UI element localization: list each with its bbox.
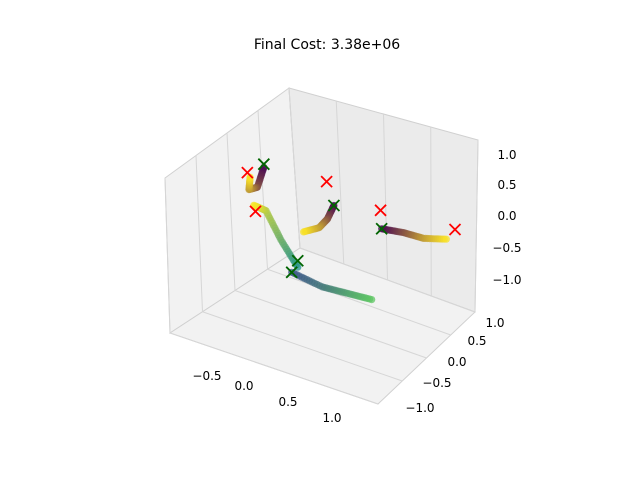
- start-marker: [291, 254, 304, 267]
- grid-line: [226, 132, 236, 291]
- trajectory-point: [442, 235, 450, 243]
- z-tick-label: 1.0: [497, 148, 516, 162]
- trajectory-point: [368, 296, 376, 304]
- chart-title: Final Cost: 3.38e+06: [254, 37, 400, 53]
- scatter-points: [245, 163, 450, 304]
- grid-line: [383, 113, 388, 281]
- grid-line: [474, 139, 479, 313]
- grid-line: [335, 100, 345, 265]
- end-marker: [320, 175, 333, 188]
- grid-line: [169, 332, 379, 405]
- z-tick-label: 0.5: [497, 178, 516, 192]
- z-tick-label: −1.0: [492, 273, 521, 287]
- x-tick-label: −0.5: [192, 369, 221, 383]
- end-marker: [241, 166, 254, 179]
- axis-panes: [164, 87, 479, 405]
- grid-line: [195, 155, 203, 312]
- grid-line: [234, 290, 427, 359]
- start-marker: [327, 199, 341, 212]
- y-tick-label: −0.5: [422, 376, 451, 390]
- start-marker: [285, 266, 298, 279]
- end-marker: [374, 204, 387, 217]
- end-marker: [249, 205, 262, 218]
- start-marker: [257, 158, 270, 171]
- y-tick-label: 0.0: [447, 355, 466, 369]
- grid-line: [288, 87, 301, 249]
- y-tick-label: −1.0: [405, 401, 434, 415]
- grid-line: [430, 126, 432, 297]
- start-marker: [375, 222, 388, 235]
- z-tick-label: −0.5: [492, 241, 521, 255]
- x-tick-label: 0.5: [278, 395, 297, 409]
- y-tick-label: 1.0: [485, 316, 504, 330]
- tick-labels: −0.50.00.51.0−1.0−0.50.00.51.0−1.0−0.50.…: [192, 148, 521, 425]
- start-end-markers: [241, 158, 462, 279]
- trajectory-point: [300, 228, 308, 236]
- grid-lines: [164, 87, 479, 405]
- end-marker: [448, 223, 462, 236]
- grid-line: [299, 247, 476, 313]
- x-tick-label: 0.0: [234, 379, 253, 393]
- x-tick-label: 1.0: [322, 411, 341, 425]
- grid-line: [257, 110, 268, 270]
- grid-line: [267, 268, 451, 336]
- grid-line: [202, 311, 403, 382]
- trajectory-point: [246, 173, 254, 181]
- grid-line: [164, 177, 171, 334]
- y-tick-label: 0.5: [467, 334, 486, 348]
- z-tick-label: 0.0: [497, 209, 516, 223]
